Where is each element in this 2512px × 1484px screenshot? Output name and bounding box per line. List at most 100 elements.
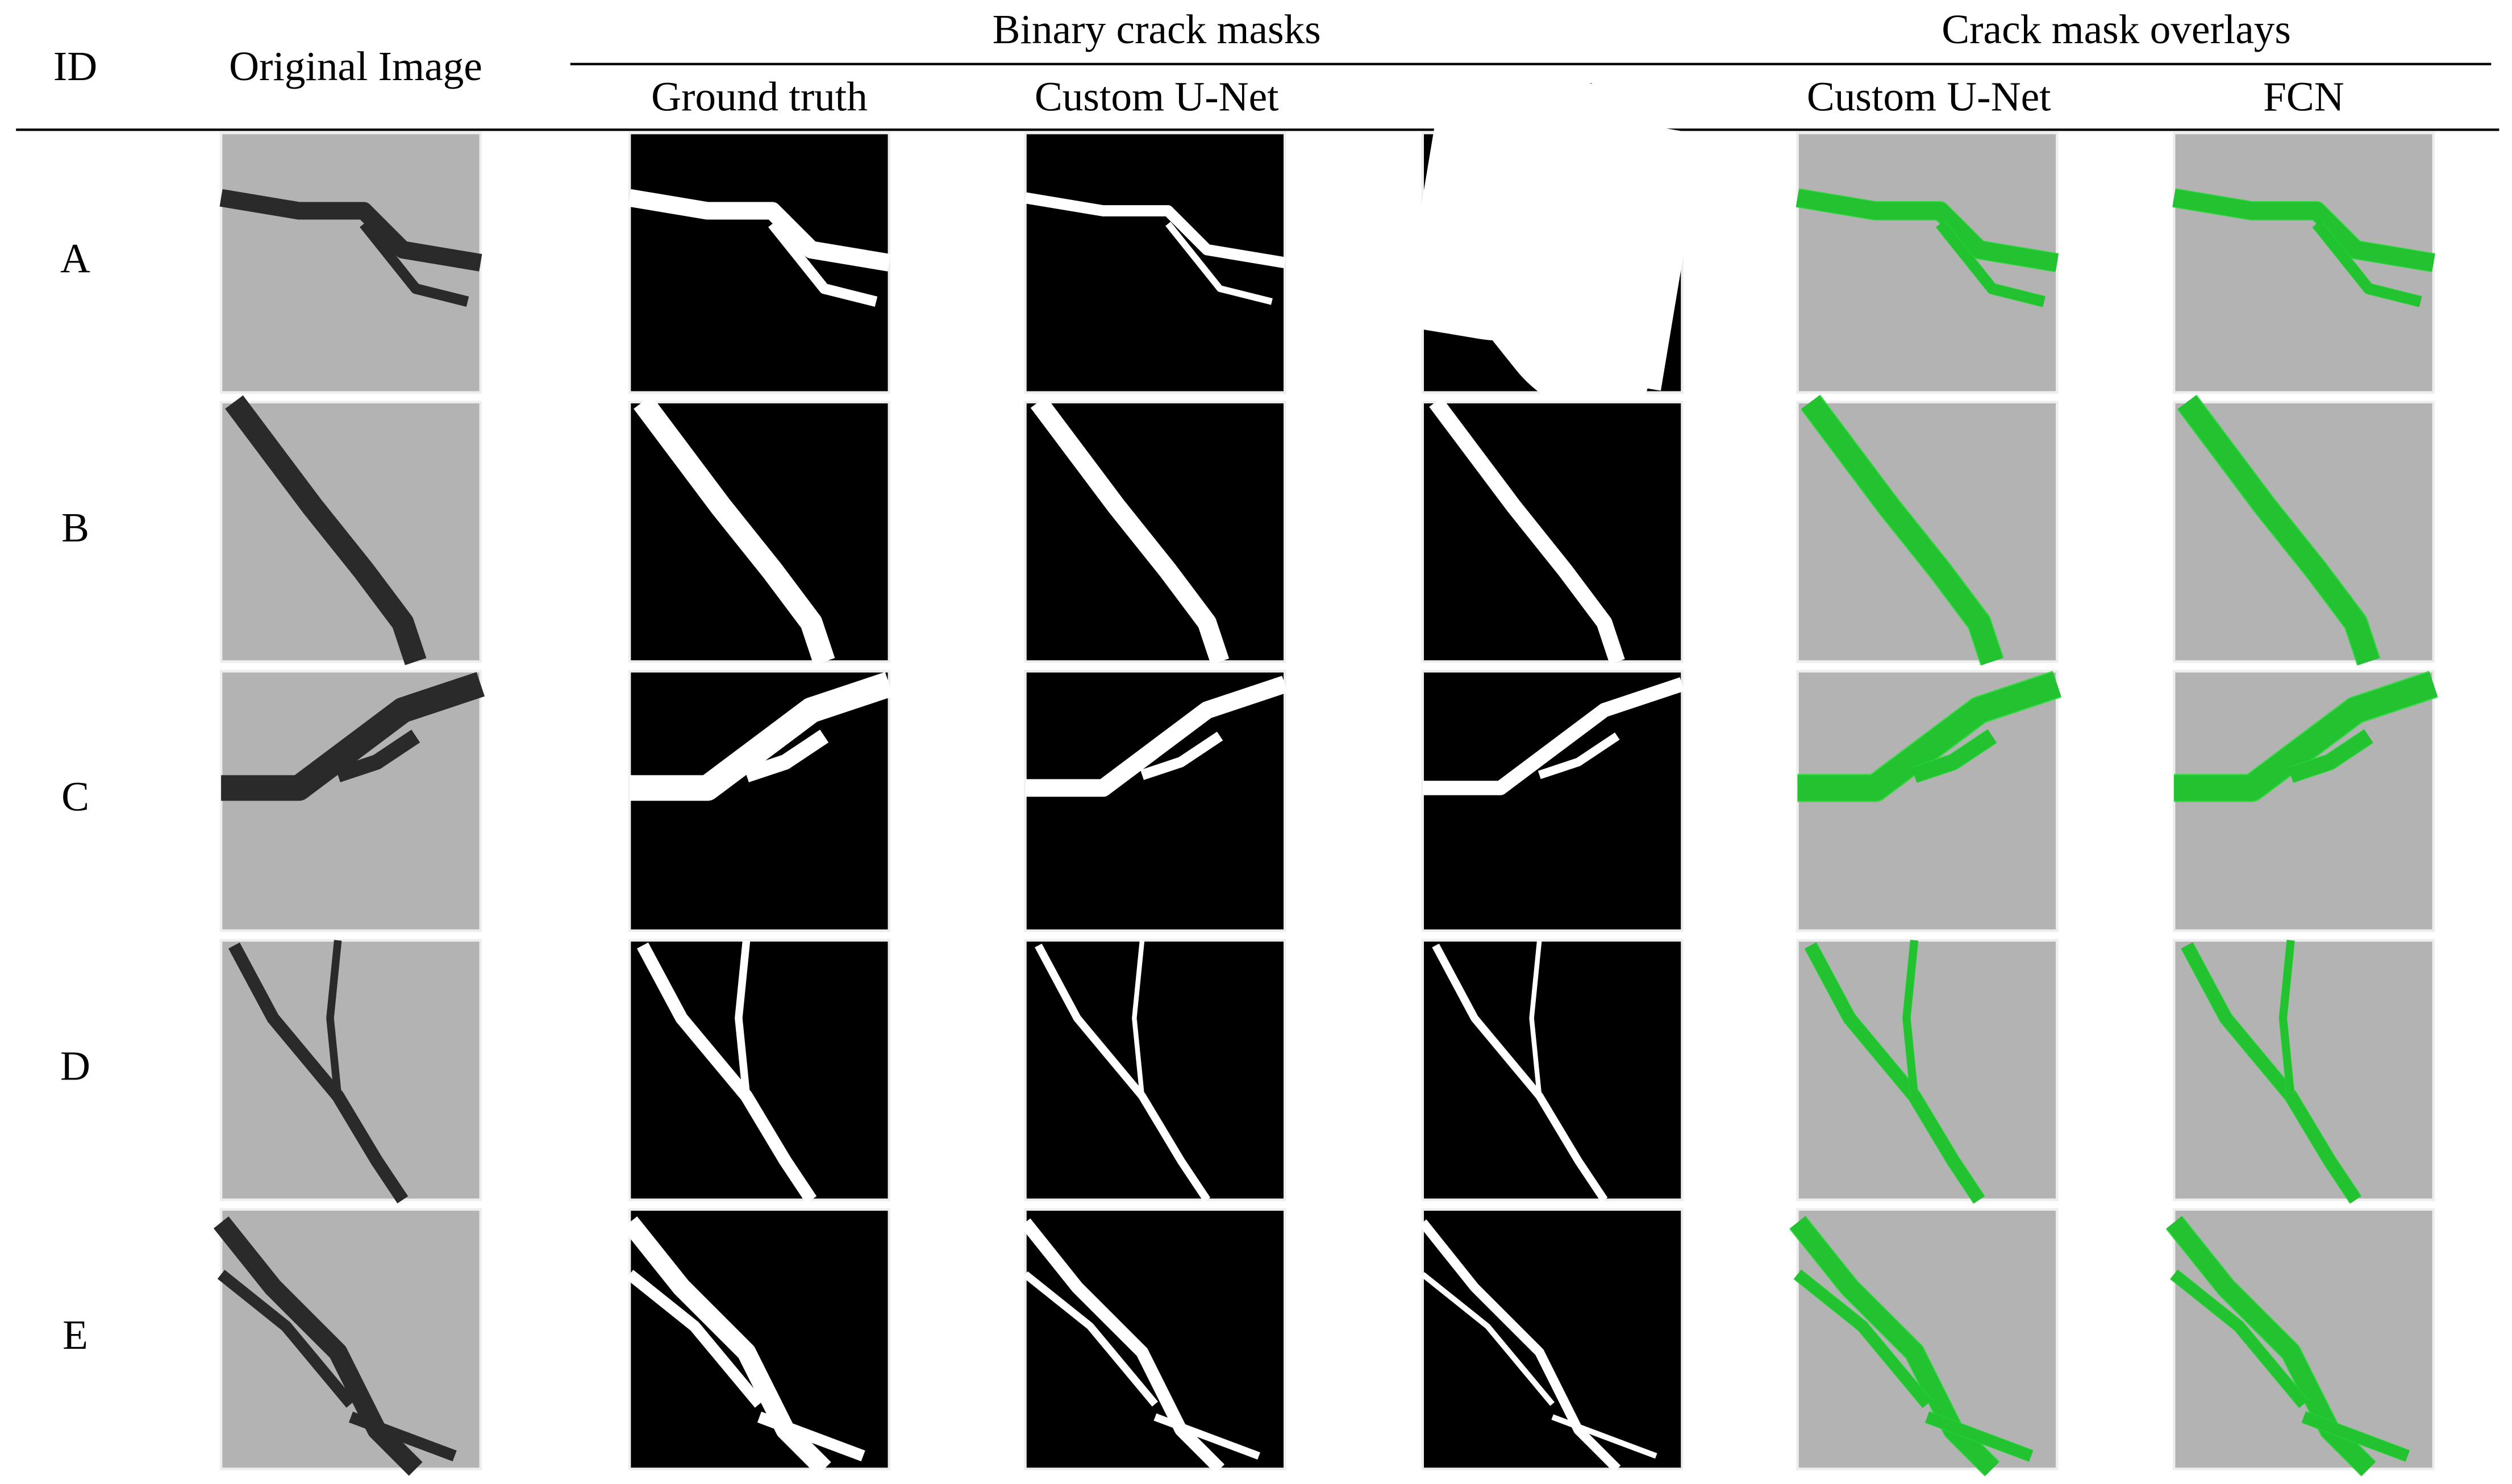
mask-background [1024,1208,1286,1470]
image-panel [628,670,893,932]
crack-mask [626,1269,764,1408]
crack-mask [1422,677,1685,795]
image-panel [2172,670,2438,932]
crack-mask [744,730,829,782]
crack-overlay [2278,940,2296,1097]
crack [225,395,427,665]
crack-overlay [1793,1269,1932,1408]
image-panel [213,1208,482,1476]
crack-mask [735,940,751,1097]
crack-overlay [2165,1215,2376,1477]
crack-overlay [1800,394,2004,666]
image-panel [1796,394,2059,666]
crack-mask [1030,396,1230,665]
image-panel [219,939,482,1204]
crack-mask [1464,143,1747,428]
crack-mask [1538,732,1620,779]
image-panel [2165,1208,2435,1477]
mask-background [1024,670,1286,932]
crack-overlay [2312,220,2422,307]
image-panel [219,395,482,665]
image-panel [1024,670,1288,932]
image-panel [1020,1208,1286,1474]
image-panel [2172,939,2435,1204]
crack-overlay [1911,729,1997,783]
crack [221,672,485,801]
photo-background [219,670,482,932]
crack [335,730,420,782]
column-header: Custom U-Net [1035,73,1279,119]
photo-background [2172,939,2435,1202]
image-panel [2172,394,2435,666]
image-panel [1370,69,1747,428]
crack-mask [622,1216,831,1476]
original-header: Original Image [229,43,482,89]
crack-mask [1023,1271,1159,1407]
photo-background [219,939,482,1202]
crack-overlay [2174,670,2438,802]
image-panel [2172,131,2435,394]
crack [360,220,469,307]
mask-background [1024,939,1286,1202]
crack-mask [628,189,891,272]
column-header: Ground truth [651,73,868,119]
image-panel [1421,670,1685,932]
crack [326,940,342,1097]
id-header: ID [53,43,97,89]
crack-overlay [2177,394,2381,666]
crack-mask [1025,676,1288,797]
row-id: C [61,774,89,820]
crack-mask [634,395,835,665]
crack-overlay [1796,188,2059,273]
image-panel [1419,1208,1684,1473]
image-panel [1024,131,1286,394]
crack-overlay [1902,940,1919,1097]
crack [219,189,482,272]
crack-overlay [2172,188,2435,273]
crack-mask [768,220,878,307]
crack-overlay [1789,1215,2000,1477]
image-panel [219,670,485,932]
image-panel [628,131,891,394]
crack-mask [1420,1272,1555,1406]
crack [348,1411,457,1462]
image-panel [1421,397,1684,664]
photo-background [219,1208,482,1470]
mask-background [628,939,891,1202]
image-panel [1796,670,2062,932]
photo-background [2172,1208,2435,1470]
mask-background [1024,131,1286,394]
crack-mask [1419,1219,1621,1473]
crack-mask [1024,192,1286,269]
column-header: Custom U-Net [1807,73,2051,119]
crack-mask [757,1411,865,1462]
crack-mask [630,672,893,801]
crack-mask [1153,1413,1260,1460]
crack-overlay [2288,729,2373,783]
crack-mask [1132,940,1145,1097]
crack-overlay [1797,670,2062,802]
crack-mask [1140,731,1223,780]
row-id: A [60,235,90,281]
column-header: FCN [2263,73,2344,119]
crack-overlay [2301,1411,2410,1462]
image-panel [622,1208,891,1476]
crack-overlay [1935,220,2046,307]
image-panel [628,395,891,665]
image-panel [219,131,482,394]
mask-background [1421,939,1684,1202]
row-id: D [60,1043,90,1089]
mask-background [1421,1208,1684,1470]
image-panel [1789,1208,2059,1477]
image-panel [1024,396,1286,665]
mask-background [628,1208,891,1470]
mask-background [628,670,891,932]
image-panel [628,939,891,1204]
crack-mask [1551,1414,1657,1459]
photo-background [1796,1208,2059,1470]
mask-background [1421,670,1684,932]
image-panel [1024,939,1286,1202]
image-panel [1421,939,1684,1202]
crack [217,1269,356,1408]
